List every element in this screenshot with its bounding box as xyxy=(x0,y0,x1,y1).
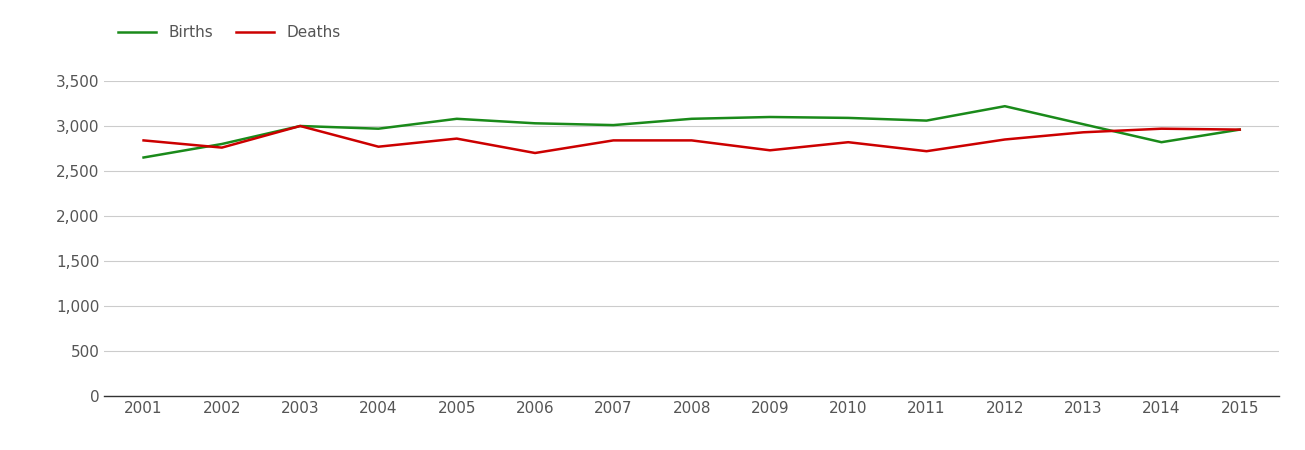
Births xyxy=(919,118,934,123)
Deaths xyxy=(606,138,621,143)
Births xyxy=(997,104,1013,109)
Births xyxy=(1075,122,1091,127)
Deaths xyxy=(762,148,778,153)
Deaths xyxy=(449,136,465,141)
Births xyxy=(606,122,621,128)
Deaths xyxy=(371,144,386,149)
Births xyxy=(684,116,699,122)
Births xyxy=(292,123,308,129)
Births xyxy=(1232,127,1248,132)
Deaths xyxy=(919,148,934,154)
Deaths xyxy=(1075,130,1091,135)
Deaths xyxy=(1154,126,1169,131)
Births xyxy=(371,126,386,131)
Deaths xyxy=(684,138,699,143)
Legend: Births, Deaths: Births, Deaths xyxy=(112,19,347,46)
Deaths xyxy=(214,145,230,150)
Births xyxy=(136,155,151,160)
Line: Births: Births xyxy=(144,106,1240,158)
Births xyxy=(840,115,856,121)
Deaths xyxy=(136,138,151,143)
Births xyxy=(1154,140,1169,145)
Deaths xyxy=(1232,127,1248,132)
Births xyxy=(527,121,543,126)
Births xyxy=(762,114,778,120)
Deaths xyxy=(840,140,856,145)
Deaths xyxy=(527,150,543,156)
Births xyxy=(449,116,465,122)
Deaths xyxy=(292,123,308,129)
Deaths xyxy=(997,137,1013,142)
Line: Deaths: Deaths xyxy=(144,126,1240,153)
Births xyxy=(214,141,230,147)
